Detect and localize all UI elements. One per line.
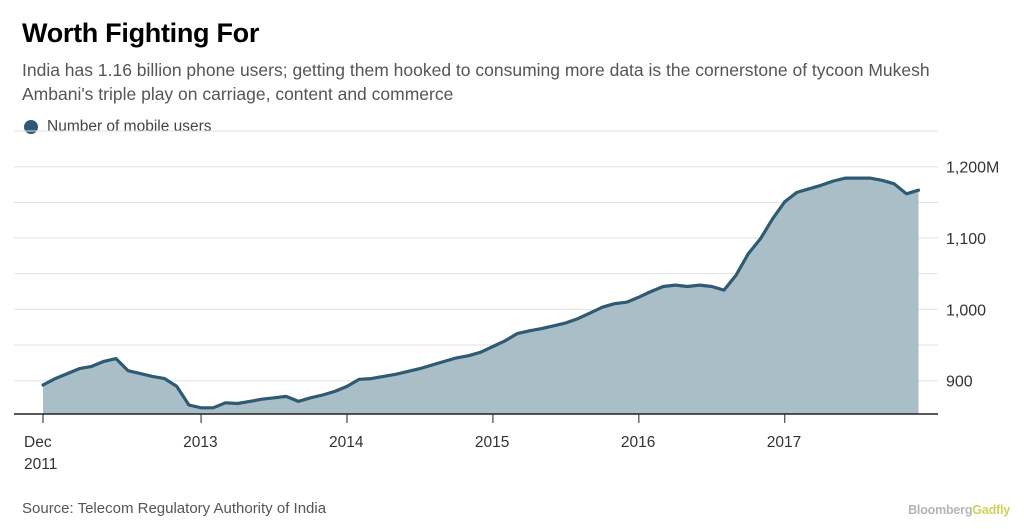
y-tick-label: 1,000	[946, 302, 986, 319]
y-tick-label: 1,200M	[946, 160, 999, 177]
x-axis	[14, 413, 938, 423]
x-tick-label-first-year: 2011	[24, 456, 57, 473]
x-tick-label-first: Dec	[24, 434, 52, 451]
axis-labels: Dec 2011 2013 2014 2015 2016 2017 900 1,000 1,100…	[24, 160, 999, 473]
y-tick-label: 1,100	[946, 231, 986, 248]
brand-logo: BloombergGadfly	[908, 503, 1010, 517]
x-tick-label: 2014	[329, 434, 364, 451]
x-tick-label: 2013	[183, 434, 217, 451]
legend-dot-icon	[24, 120, 38, 134]
x-tick-label: 2016	[621, 434, 655, 451]
x-tick-label: 2017	[767, 434, 801, 451]
area-fill	[43, 178, 919, 414]
chart-title: Worth Fighting For	[22, 18, 260, 48]
area-series	[41, 176, 921, 414]
series-line	[41, 176, 921, 410]
x-tick-label: 2015	[475, 434, 509, 451]
y-tick-label: 900	[946, 374, 973, 391]
source-note: Source: Telecom Regulatory Authority of …	[22, 500, 327, 517]
chart-subtitle: India has 1.16 billion phone users; gett…	[22, 60, 930, 104]
